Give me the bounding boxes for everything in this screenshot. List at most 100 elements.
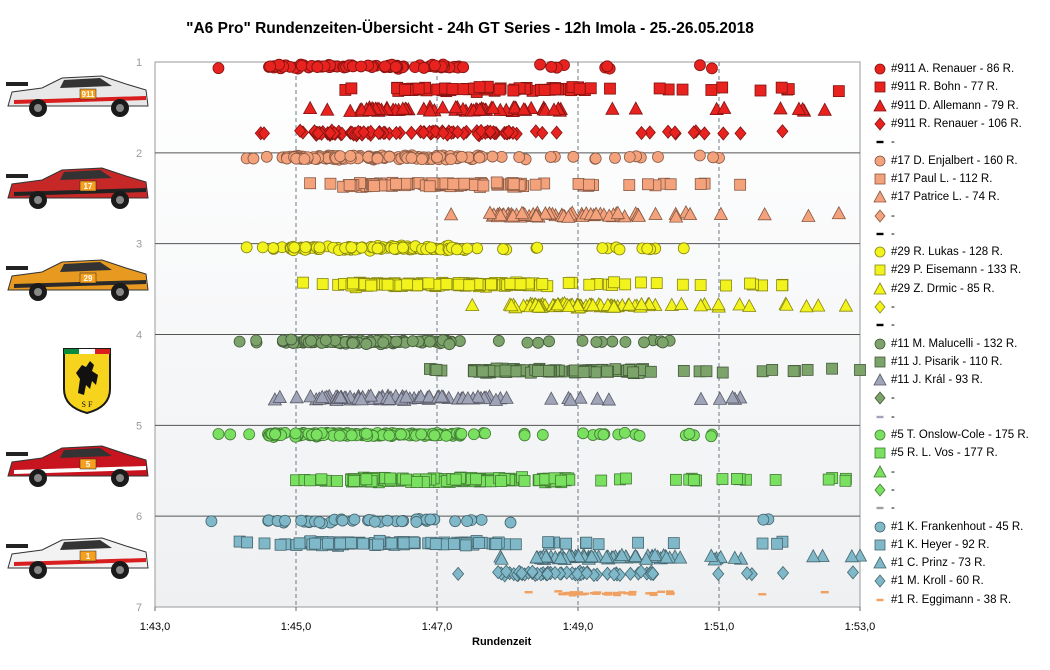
data-point (515, 566, 528, 581)
data-point (310, 428, 323, 441)
data-point (657, 590, 666, 594)
data-point (289, 389, 304, 404)
data-point (541, 566, 554, 582)
data-point (477, 179, 490, 192)
legend-label: #911 R. Renauer - 106 R. (891, 118, 1022, 131)
data-point (336, 514, 349, 527)
car-number: 29 (84, 274, 93, 283)
data-point (538, 102, 553, 116)
data-point (431, 151, 443, 164)
data-point (448, 99, 463, 114)
data-point (367, 180, 380, 192)
data-point (360, 473, 373, 486)
data-point (460, 390, 476, 405)
data-point (653, 82, 666, 95)
data-point (801, 208, 816, 222)
data-point (472, 102, 487, 116)
data-point (293, 537, 306, 550)
legend-item: #5 T. Onslow-Cole - 175 R. (872, 426, 1050, 444)
series-16 (424, 362, 866, 380)
legend-label: #1 M. Kroll - 60 R. (891, 575, 984, 588)
legend-marker-shape (874, 82, 886, 93)
data-point (499, 390, 514, 404)
car-number: 5 (86, 460, 91, 469)
data-point (717, 126, 730, 141)
data-point (371, 242, 384, 255)
data-point (634, 296, 649, 311)
data-point (618, 426, 631, 439)
data-point (322, 537, 334, 550)
legend-marker (874, 246, 886, 258)
data-point (538, 206, 553, 220)
legend-marker-shape (874, 483, 886, 497)
data-point (488, 392, 504, 406)
data-point (621, 297, 637, 311)
y-tick-label: 6 (136, 511, 142, 523)
data-point (613, 593, 622, 597)
legend-label: - (891, 502, 895, 515)
legend-label: #11 J. Král - 93 R. (891, 374, 983, 387)
legend-marker (876, 415, 884, 418)
legend-label: #5 R. L. Vos - 177 R. (891, 447, 998, 460)
svg-text:S F: S F (82, 400, 93, 409)
data-point (422, 103, 438, 117)
legend-marker (876, 598, 884, 601)
data-point (817, 102, 832, 116)
series-10 (240, 239, 690, 257)
data-point (381, 278, 394, 291)
legend-marker (874, 447, 886, 459)
data-point (443, 207, 459, 221)
legend-item: #911 D. Allemann - 79 R. (872, 97, 1050, 115)
data-point (544, 391, 559, 405)
data-point (687, 474, 700, 486)
data-point (285, 333, 298, 346)
data-point (706, 62, 718, 75)
data-point (434, 389, 450, 403)
data-point (694, 178, 707, 190)
data-point (455, 427, 468, 440)
x-tick-label: 1:43,0 (140, 621, 171, 633)
data-point (423, 180, 436, 193)
data-point (628, 593, 637, 596)
legend-marker (876, 232, 884, 236)
legend-marker (874, 173, 886, 185)
data-point (633, 429, 646, 442)
legend-marker (874, 63, 886, 75)
legend-marker (873, 281, 887, 295)
legend-item: #29 Z. Drmic - 85 R. (872, 280, 1050, 298)
data-point (683, 427, 696, 440)
data-point (509, 365, 522, 378)
data-point (473, 81, 486, 93)
legend-item: - (872, 316, 1050, 334)
data-point (526, 564, 539, 579)
data-point (395, 428, 407, 441)
race-car-icon: 1 (6, 537, 149, 579)
legend-marker-shape (876, 232, 884, 236)
data-point (443, 338, 456, 351)
data-point (734, 178, 747, 191)
data-point (484, 124, 497, 139)
legend-label: #1 C. Prinz - 73 R. (891, 557, 986, 570)
data-point (449, 515, 462, 528)
data-point (397, 537, 410, 550)
data-point (536, 125, 549, 141)
data-point (475, 123, 488, 139)
data-point (676, 278, 689, 291)
data-point (288, 241, 301, 254)
legend-marker (874, 356, 886, 368)
data-point (440, 429, 453, 442)
legend-item: #11 M. Malucelli - 132 R. (872, 334, 1050, 352)
data-point (787, 365, 800, 378)
data-point (471, 242, 484, 255)
data-point (674, 296, 689, 311)
car-number: 911 (82, 90, 95, 99)
legend-marker (874, 539, 886, 551)
data-point (590, 336, 603, 348)
data-point (670, 473, 682, 486)
data-point (589, 366, 602, 379)
data-point (641, 178, 654, 191)
data-point (267, 242, 280, 254)
data-point (713, 206, 729, 220)
legend-label: - (891, 136, 895, 149)
